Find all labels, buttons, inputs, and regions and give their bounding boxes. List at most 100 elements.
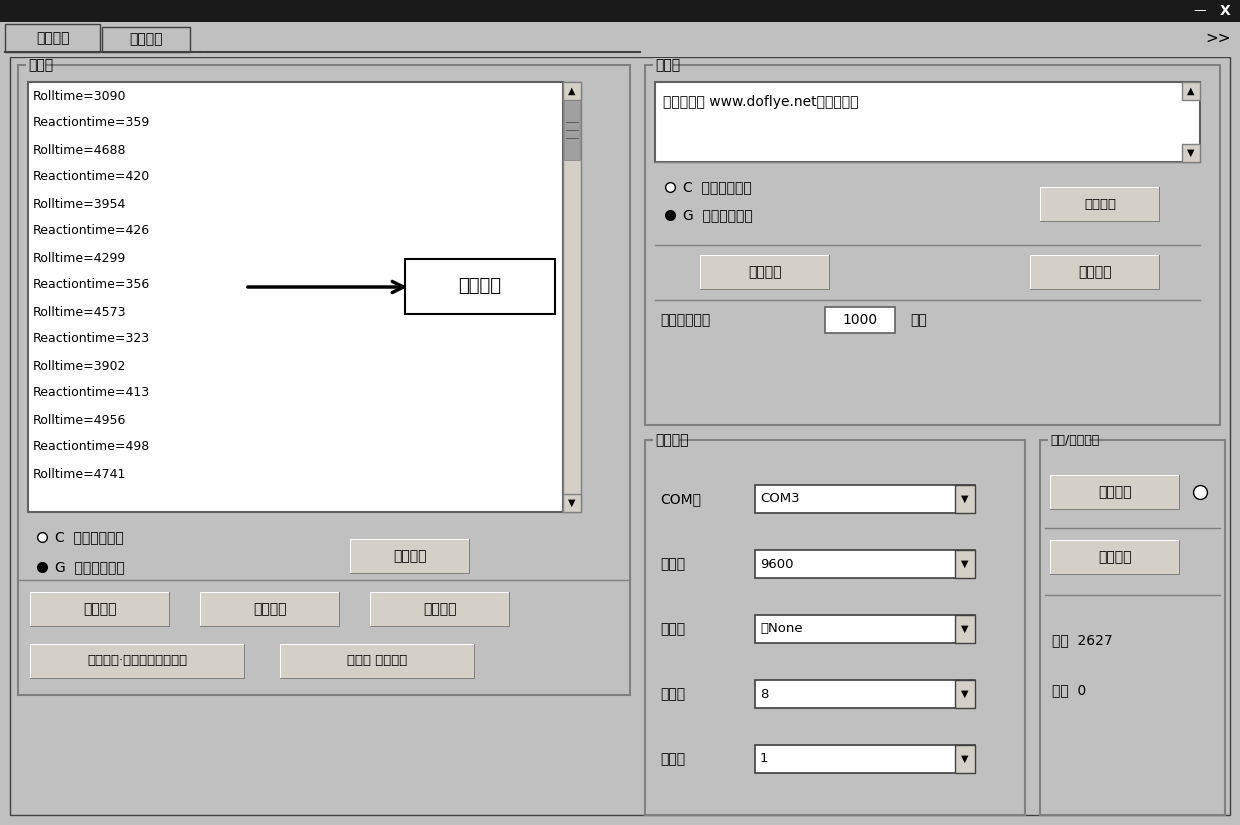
Bar <box>405 259 556 314</box>
Bar <box>653 433 680 447</box>
Bar <box>281 645 474 678</box>
Text: ▼: ▼ <box>961 754 968 764</box>
Bar <box>351 540 469 573</box>
Bar <box>1030 255 1159 289</box>
Text: 波特率: 波特率 <box>660 557 686 571</box>
Text: 清发送区: 清发送区 <box>1084 197 1116 210</box>
Bar <box>31 593 169 626</box>
Text: COM3: COM3 <box>760 493 800 506</box>
Bar <box>645 440 1025 815</box>
Bar <box>1050 540 1180 575</box>
Text: 无None: 无None <box>760 623 802 635</box>
Text: ▼: ▼ <box>1187 148 1195 158</box>
Bar <box>1042 188 1159 221</box>
Bar <box>1030 256 1159 289</box>
Text: 使用说明: 使用说明 <box>423 602 456 616</box>
Bar <box>26 58 46 72</box>
Bar <box>30 644 246 679</box>
Text: Reactiontime=498: Reactiontime=498 <box>33 441 150 454</box>
Text: COM口: COM口 <box>660 492 701 506</box>
Bar <box>755 680 975 708</box>
Text: 发送  0: 发送 0 <box>1052 683 1086 697</box>
Bar <box>30 644 244 678</box>
Bar <box>1040 440 1225 815</box>
Bar <box>200 592 339 626</box>
Text: Reactiontime=323: Reactiontime=323 <box>33 332 150 346</box>
Text: 接受数据: 接受数据 <box>459 277 501 295</box>
Bar <box>755 550 975 578</box>
Text: 端口设置: 端口设置 <box>655 433 688 447</box>
Text: ▲: ▲ <box>1187 86 1195 96</box>
Text: 自动发送周期: 自动发送周期 <box>660 313 711 327</box>
Bar <box>1050 475 1179 509</box>
Text: 毫秒: 毫秒 <box>910 313 926 327</box>
Bar <box>755 485 975 513</box>
Text: Reactiontime=420: Reactiontime=420 <box>33 171 150 183</box>
Text: 8: 8 <box>760 687 769 700</box>
Text: ▲: ▲ <box>568 86 575 96</box>
Text: 打开/关闭串口: 打开/关闭串口 <box>1050 433 1099 446</box>
Bar <box>5 24 100 52</box>
Bar <box>0 22 1240 57</box>
Text: Reactiontime=359: Reactiontime=359 <box>33 116 150 130</box>
Text: G  字符格式显示: G 字符格式显示 <box>683 208 753 222</box>
Bar <box>200 592 340 627</box>
Text: ▼: ▼ <box>961 494 968 504</box>
Bar <box>370 592 510 627</box>
Bar <box>564 100 580 160</box>
Text: 清空计数: 清空计数 <box>1099 550 1132 564</box>
Bar <box>201 593 339 626</box>
Text: ▼: ▼ <box>961 624 968 634</box>
Bar <box>30 592 169 626</box>
Bar <box>645 65 1220 425</box>
Bar <box>1052 541 1179 574</box>
Text: Reactiontime=413: Reactiontime=413 <box>33 386 150 399</box>
Text: X: X <box>1220 4 1230 18</box>
Bar <box>371 593 508 626</box>
Bar <box>955 615 975 643</box>
Text: C  十六进制显示: C 十六进制显示 <box>55 530 124 544</box>
Text: 通用串口: 通用串口 <box>36 31 69 45</box>
Bar <box>1182 144 1200 162</box>
Text: 扫描串口: 扫描串口 <box>83 602 117 616</box>
Bar <box>1050 475 1180 510</box>
Text: 接收区: 接收区 <box>29 58 53 72</box>
Text: >>: >> <box>1205 31 1231 45</box>
Bar <box>653 58 672 72</box>
Text: ▼: ▼ <box>961 689 968 699</box>
Bar <box>1040 187 1159 221</box>
Bar <box>701 255 830 290</box>
Text: 蓝牙串口: 蓝牙串口 <box>129 32 162 46</box>
Text: 1: 1 <box>760 752 769 766</box>
Text: 德飞莱 产品列表: 德飞莱 产品列表 <box>347 654 407 667</box>
Bar <box>1048 433 1089 447</box>
Text: 校验位: 校验位 <box>660 622 686 636</box>
Bar <box>1182 82 1200 100</box>
Text: ▼: ▼ <box>961 559 968 569</box>
Bar <box>350 539 470 574</box>
Text: 技术论坛： www.doflye.net德飞莱品牌: 技术论坛： www.doflye.net德飞莱品牌 <box>663 95 858 109</box>
Bar <box>29 82 563 512</box>
Text: G  字符格式显示: G 字符格式显示 <box>55 560 125 574</box>
Bar <box>19 65 630 695</box>
Text: Rolltime=4741: Rolltime=4741 <box>33 468 126 480</box>
Text: Rolltime=4573: Rolltime=4573 <box>33 305 126 318</box>
Bar <box>1040 187 1159 222</box>
Text: Rolltime=3954: Rolltime=3954 <box>33 197 126 210</box>
Text: Rolltime=3902: Rolltime=3902 <box>33 360 126 373</box>
Bar <box>102 27 190 52</box>
Text: 自动发送: 自动发送 <box>748 265 781 279</box>
Bar <box>1050 540 1179 574</box>
Text: 手动发送: 手动发送 <box>1079 265 1112 279</box>
Text: 数据位: 数据位 <box>660 687 686 701</box>
Bar <box>563 82 582 100</box>
Bar <box>0 0 1240 22</box>
Bar <box>1052 476 1179 509</box>
Text: 停止位: 停止位 <box>660 752 686 766</box>
Bar <box>755 615 975 643</box>
Bar <box>31 645 244 678</box>
Bar <box>655 82 1200 162</box>
Bar <box>955 485 975 513</box>
Text: —: — <box>1194 4 1207 17</box>
Bar <box>30 592 170 627</box>
